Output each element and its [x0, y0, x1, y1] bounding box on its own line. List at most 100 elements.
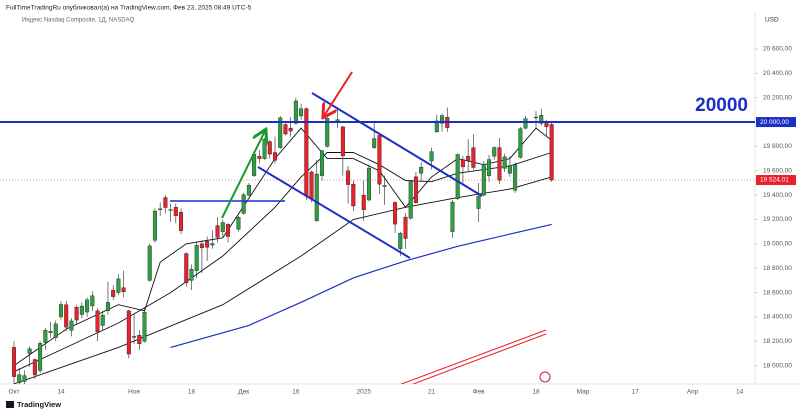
x-tick-label: Фев — [473, 389, 486, 396]
level-axis-label: 20 000,00 — [760, 119, 789, 126]
candle-body — [309, 171, 314, 199]
moving-average — [13, 152, 552, 373]
x-tick-label: 18 — [188, 389, 196, 396]
candle-body — [283, 124, 288, 135]
candle-body — [22, 375, 27, 382]
moving-average — [170, 223, 552, 348]
plot-area — [11, 97, 554, 384]
candle-body — [90, 295, 95, 307]
candle-body — [168, 209, 173, 211]
candle-body — [38, 343, 43, 371]
candle-body — [116, 278, 121, 293]
candle-body — [32, 359, 37, 376]
candle-body — [460, 159, 465, 168]
moving-average — [13, 176, 552, 384]
y-tick-label: 18 800,00 — [763, 265, 792, 272]
x-tick-label: Мар — [577, 389, 590, 396]
candle-body — [403, 216, 408, 239]
event-icon — [539, 371, 551, 383]
candle-body — [126, 310, 131, 355]
candle-body — [497, 147, 502, 181]
x-tick-label: 18 — [532, 389, 540, 396]
red-arrow — [324, 71, 353, 116]
candle-body — [64, 304, 69, 328]
channel-upper — [311, 92, 483, 197]
candle-body — [132, 336, 137, 338]
candle-body — [408, 181, 413, 219]
y-tick-label: 20 600,00 — [763, 46, 792, 53]
x-tick-label: 21 — [428, 389, 436, 396]
candle-body — [450, 201, 455, 232]
candle-body — [69, 320, 74, 331]
candle-body — [466, 155, 471, 162]
candle-body — [507, 165, 512, 174]
candle-body — [471, 147, 476, 168]
candle-body — [220, 222, 225, 232]
symbol-line: Индекс Nasdaq Composite, 1Д, NASDAQ — [22, 18, 135, 24]
candle-body — [205, 241, 210, 248]
candle-body — [262, 138, 267, 159]
x-tick-label: 2025 — [357, 389, 372, 396]
candle-body — [299, 108, 304, 117]
candle-body — [534, 116, 539, 119]
y-tick-label: 18 400,00 — [763, 314, 792, 321]
candle-body — [147, 245, 152, 281]
candle-body — [366, 167, 371, 201]
candle-body — [419, 166, 424, 174]
candle-body — [53, 323, 58, 338]
candle-body — [85, 299, 90, 313]
x-tick-label: 17 — [632, 389, 640, 396]
candle-body — [105, 302, 110, 312]
y-tick-label: 19 200,00 — [763, 216, 792, 223]
green-arrow — [221, 131, 265, 219]
candle-body — [100, 314, 105, 326]
candle-body — [158, 208, 163, 210]
candle-body — [58, 304, 63, 318]
candle-body — [476, 196, 481, 209]
x-tick-label: 16 — [292, 389, 300, 396]
candle-body — [513, 164, 518, 191]
candle-body — [492, 147, 497, 157]
x-tick-label: 14 — [736, 389, 744, 396]
candle-body — [236, 217, 241, 230]
candle-body — [142, 311, 147, 342]
y-tick-label: 18 200,00 — [763, 338, 792, 345]
candle-body — [398, 232, 403, 249]
candle-body — [194, 245, 199, 271]
candle-body — [413, 176, 418, 203]
candle-body — [199, 243, 204, 249]
candle-body — [111, 289, 116, 297]
candle-body — [48, 331, 53, 333]
candle-body — [226, 224, 231, 237]
candle-body — [121, 287, 126, 292]
candle-body — [351, 183, 356, 207]
candle-body — [346, 170, 351, 185]
candle-body — [189, 269, 194, 281]
y-tick-label: 20 400,00 — [763, 70, 792, 77]
candle-body — [273, 152, 278, 161]
y-tick-label: 18 000,00 — [763, 362, 792, 369]
logo: TradingView — [17, 400, 61, 409]
candle-body — [11, 347, 16, 377]
candle-body — [257, 155, 262, 159]
red-line — [411, 333, 547, 384]
y-tick-label: 19 000,00 — [763, 241, 792, 248]
candle-body — [288, 127, 293, 132]
candle-body — [487, 159, 492, 176]
candle-body — [163, 197, 168, 208]
candle-body — [184, 253, 189, 284]
candle-body — [246, 185, 251, 196]
last-price-box — [756, 175, 796, 186]
candle-body — [440, 115, 445, 124]
candle-body — [429, 151, 434, 162]
candle-body — [523, 118, 528, 129]
level-label: 20000 — [695, 95, 748, 116]
x-tick-label: Окт — [9, 389, 20, 396]
last-price-label: 19 524,01 — [760, 177, 789, 184]
candle-body — [314, 173, 319, 221]
candle-body — [137, 334, 142, 344]
candle-body — [179, 211, 184, 232]
x-tick-label: Ноя — [128, 389, 140, 396]
drawings — [170, 71, 547, 384]
